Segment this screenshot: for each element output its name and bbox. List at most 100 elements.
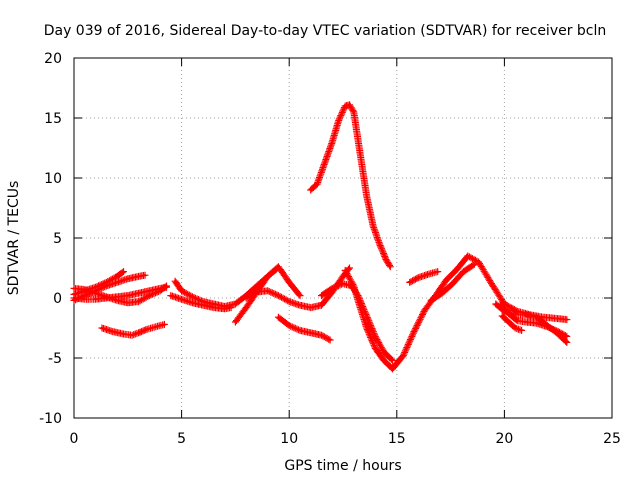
- series-track-l: [341, 266, 403, 373]
- data-point: [565, 335, 569, 338]
- data-point: [100, 326, 104, 330]
- point-markers: [307, 101, 394, 271]
- data-point: [352, 110, 355, 114]
- x-tick-label: 0: [70, 431, 79, 447]
- point-markers: [341, 266, 403, 373]
- data-point: [371, 224, 375, 228]
- data-point: [391, 367, 394, 370]
- data-point: [466, 254, 470, 258]
- data-point: [115, 275, 119, 278]
- data-point: [229, 306, 233, 309]
- data-point: [374, 335, 377, 338]
- data-point: [408, 281, 411, 284]
- data-point: [111, 330, 114, 333]
- data-point: [365, 194, 368, 198]
- data-point: [288, 281, 291, 284]
- data-point: [423, 308, 426, 312]
- data-point: [191, 301, 194, 304]
- data-point: [143, 274, 147, 277]
- y-axis-label: SDTVAR / TECUs: [6, 181, 22, 296]
- series-track-h: [231, 263, 304, 326]
- data-point: [513, 326, 517, 330]
- data-point: [288, 300, 291, 303]
- series-track-p: [427, 260, 478, 304]
- data-point: [565, 318, 569, 321]
- y-tick-label: -10: [39, 411, 62, 427]
- data-point: [277, 265, 280, 268]
- data-point: [154, 325, 157, 328]
- data-point: [180, 289, 183, 292]
- data-point: [105, 296, 108, 300]
- data-point: [462, 270, 465, 273]
- data-point: [298, 304, 302, 307]
- data-point: [455, 268, 459, 271]
- data-point: [524, 313, 528, 316]
- data-point: [359, 152, 362, 156]
- x-tick-label: 25: [603, 431, 621, 447]
- data-point: [535, 316, 538, 319]
- data-point: [477, 260, 480, 264]
- data-point: [320, 334, 323, 337]
- data-points: [70, 101, 571, 373]
- series-track-n: [389, 252, 571, 373]
- point-markers: [98, 320, 168, 339]
- data-point: [417, 276, 420, 279]
- data-point: [309, 331, 312, 334]
- data-point: [288, 324, 291, 327]
- point-markers: [389, 252, 571, 373]
- data-point: [541, 316, 545, 319]
- data-point: [331, 140, 334, 144]
- data-point: [94, 292, 97, 295]
- data-point: [137, 292, 140, 295]
- data-point: [158, 287, 162, 290]
- data-point: [173, 280, 177, 283]
- y-tick-label: 10: [44, 171, 62, 187]
- data-point: [212, 306, 216, 309]
- series-track-r: [492, 300, 571, 346]
- series-track-g: [167, 292, 235, 313]
- data-point: [148, 294, 151, 297]
- data-point: [501, 314, 504, 318]
- y-tick-label: 20: [44, 51, 62, 67]
- x-tick-label: 10: [280, 431, 298, 447]
- data-point: [277, 294, 280, 297]
- data-point: [382, 350, 386, 354]
- data-point: [503, 302, 506, 306]
- data-point: [494, 302, 497, 306]
- data-point: [557, 332, 560, 336]
- data-point: [315, 182, 319, 186]
- data-point: [163, 323, 166, 326]
- data-point: [122, 270, 125, 273]
- data-point: [350, 284, 353, 288]
- series-track-d: [70, 283, 170, 303]
- data-point: [277, 316, 280, 319]
- data-point: [356, 294, 360, 297]
- x-axis-label: GPS time / hours: [284, 458, 401, 474]
- axis-ticks: 0 5 10 15 20 25 -10 -5 0 5 10 15 20: [39, 51, 621, 447]
- point-markers: [231, 263, 304, 326]
- data-point: [402, 354, 405, 357]
- data-point: [365, 314, 368, 318]
- data-point: [223, 307, 226, 310]
- data-point: [126, 301, 129, 304]
- data-point: [382, 359, 386, 362]
- data-point: [320, 304, 323, 307]
- data-point: [348, 266, 351, 270]
- data-point: [244, 306, 248, 309]
- data-point: [520, 329, 523, 332]
- data-point: [384, 258, 388, 261]
- data-point: [165, 286, 168, 289]
- data-point: [137, 331, 140, 334]
- data-point: [427, 272, 431, 276]
- point-markers: [427, 260, 478, 304]
- data-point: [391, 359, 394, 362]
- data-point: [389, 265, 392, 268]
- x-tick-label: 20: [495, 431, 513, 447]
- data-point: [451, 282, 454, 285]
- data-point: [180, 298, 183, 301]
- data-point: [126, 277, 129, 280]
- data-point: [331, 287, 334, 290]
- data-point: [94, 298, 97, 301]
- data-point: [130, 334, 134, 337]
- point-markers: [274, 313, 334, 344]
